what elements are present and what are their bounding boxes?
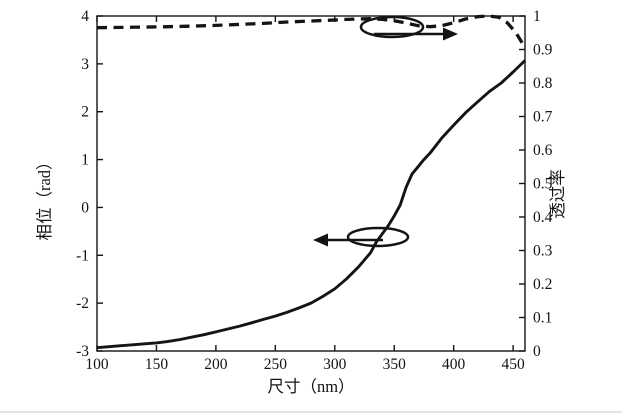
y-right-tick-label: 0.2 <box>533 276 552 293</box>
y-left-tick-label: 0 <box>81 199 89 216</box>
x-tick-label: 300 <box>323 356 347 373</box>
y-right-tick-label: 0 <box>533 343 541 360</box>
y-left-tick-label: -2 <box>76 295 89 312</box>
y-right-tick-label: 0.6 <box>533 142 553 159</box>
y-right-tick-label: 0.7 <box>533 109 553 126</box>
y-right-axis-label: 透过率 <box>548 169 567 219</box>
page-edge-line <box>0 411 622 413</box>
y-left-tick-label: -3 <box>76 343 89 360</box>
y-right-tick-label: 0.5 <box>533 176 553 193</box>
y-right-tick-label: 1 <box>533 8 541 25</box>
transmittance-callout-ellipse <box>359 15 425 39</box>
y-left-tick-label: 4 <box>81 8 89 25</box>
x-tick-label: 350 <box>383 356 407 373</box>
x-tick-label: 250 <box>264 356 288 373</box>
x-tick-label: 400 <box>442 356 466 373</box>
y-right-tick-label: 0.3 <box>533 243 553 260</box>
y-right-tick-label: 0.8 <box>533 75 553 92</box>
transmittance-curve <box>96 14 527 49</box>
y-left-axis-label: 相位（rad） <box>35 153 54 240</box>
y-right-tick-label: 0.1 <box>533 310 552 327</box>
y-right-tick-label: 0.9 <box>533 42 553 59</box>
plot-frame <box>96 15 526 352</box>
phase-curve <box>96 59 527 350</box>
y-right-tick-label: 0.4 <box>533 209 553 226</box>
transmittance-callout <box>359 15 458 41</box>
x-tick-label: 200 <box>204 356 228 373</box>
y-left-tick-label: 1 <box>81 152 89 169</box>
transmittance-callout-arrowhead-icon <box>443 27 458 41</box>
phase-callout <box>313 226 410 248</box>
x-tick-label: 150 <box>145 356 169 373</box>
y-left-tick-label: -1 <box>76 247 89 264</box>
x-tick-label: 100 <box>85 356 109 373</box>
phase-callout-arrowhead-icon <box>313 233 328 247</box>
x-axis-label: 尺寸（nm） <box>267 377 354 396</box>
y-left-tick-label: 3 <box>81 56 89 73</box>
x-tick-label: 450 <box>501 356 525 373</box>
y-left-tick-label: 2 <box>81 104 89 121</box>
phase-callout-ellipse <box>346 226 410 248</box>
